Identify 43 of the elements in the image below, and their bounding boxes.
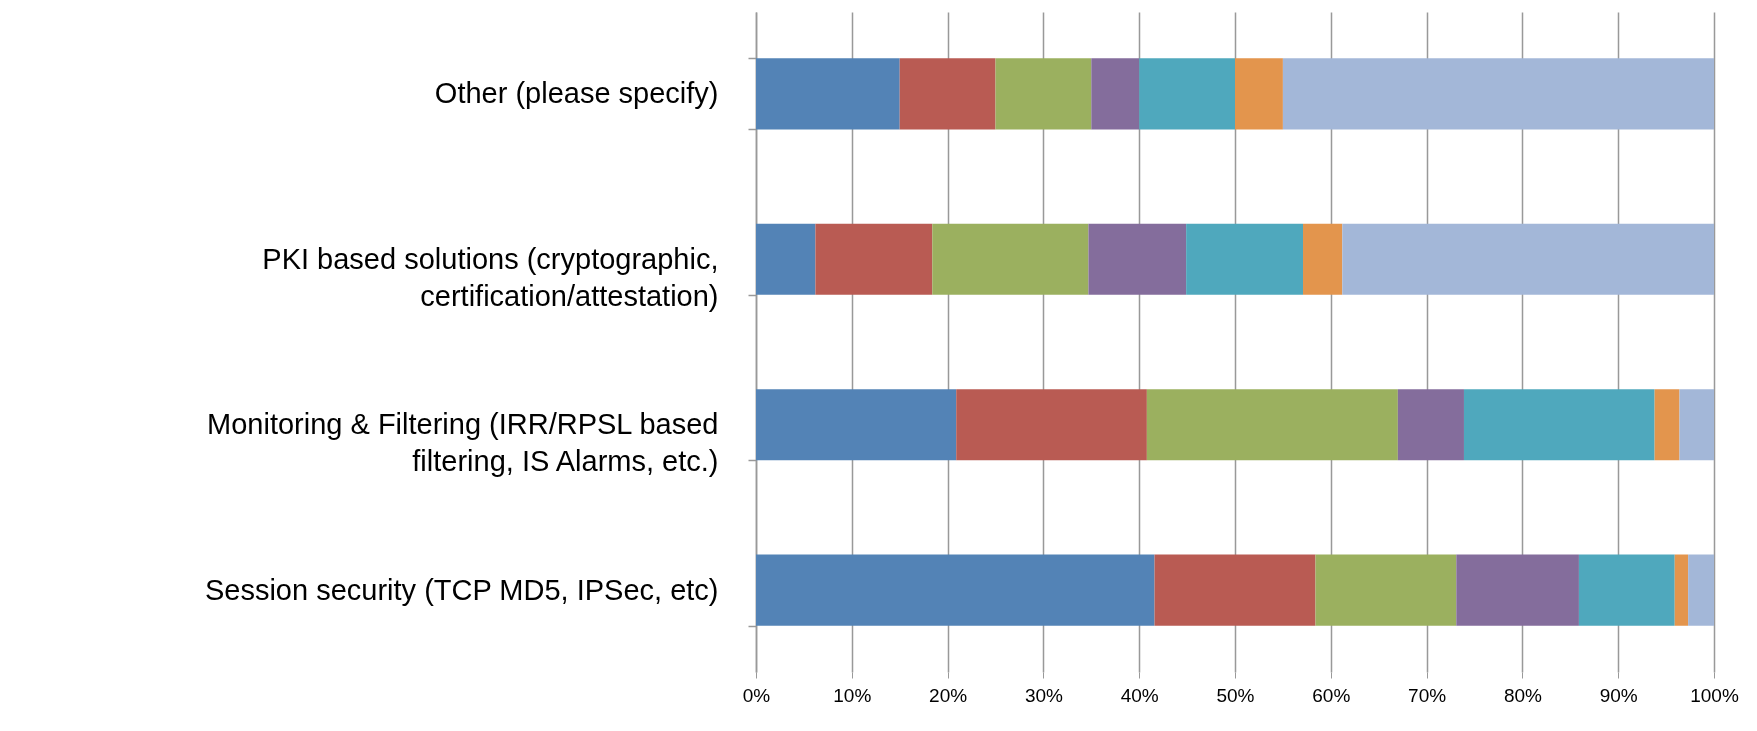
bar <box>756 554 1155 626</box>
x-tick-label: 20% <box>929 684 968 706</box>
bar <box>932 223 1089 295</box>
bar <box>1654 389 1680 461</box>
bar <box>1397 389 1464 461</box>
y-tick-label: PKI based solutions (cryptographic, certification/attestation) <box>262 242 719 312</box>
x-tick-label: 0% <box>742 684 771 706</box>
bar <box>1088 223 1187 295</box>
bar <box>1139 58 1235 130</box>
y-tick-label: Session security (TCP MD5, IPSec, etc) <box>204 573 719 606</box>
bar <box>899 58 996 130</box>
x-tick-label: 40% <box>1120 684 1159 706</box>
bar <box>1315 554 1457 626</box>
bar <box>1235 58 1283 130</box>
bar <box>756 58 900 130</box>
y-tick-label: Monitoring & Filtering (IRR/RPSL based filtering, IS Alarms, etc.) <box>207 408 719 478</box>
y-tick-label: Other (please specify) <box>434 77 719 110</box>
bar <box>1679 389 1714 461</box>
bar <box>1146 389 1398 461</box>
x-tick-label: 70% <box>1408 684 1447 706</box>
bar <box>756 389 957 461</box>
bar <box>756 223 816 295</box>
bar <box>1463 389 1655 461</box>
bar <box>1688 554 1714 626</box>
x-tick-label: 60% <box>1312 684 1351 706</box>
x-tick-label: 90% <box>1599 684 1638 706</box>
bar <box>1154 554 1316 626</box>
x-tick-label: 50% <box>1216 684 1255 706</box>
bar <box>1456 554 1579 626</box>
x-tick-label: 80% <box>1503 684 1543 706</box>
bar <box>1282 58 1714 130</box>
bar <box>1674 554 1689 626</box>
bar <box>1342 223 1714 295</box>
bar <box>956 389 1147 461</box>
bar <box>995 58 1092 130</box>
x-tick-label: 30% <box>1024 684 1064 706</box>
x-tick-label: 100% <box>1690 684 1739 706</box>
bar <box>1091 58 1140 130</box>
bar <box>1578 554 1675 626</box>
bar <box>815 223 933 295</box>
x-tick-label: 10% <box>833 684 872 706</box>
bar <box>1303 223 1343 295</box>
bar <box>1186 223 1304 295</box>
